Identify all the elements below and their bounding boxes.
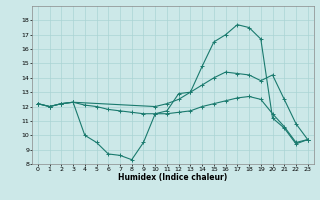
X-axis label: Humidex (Indice chaleur): Humidex (Indice chaleur) [118,173,228,182]
